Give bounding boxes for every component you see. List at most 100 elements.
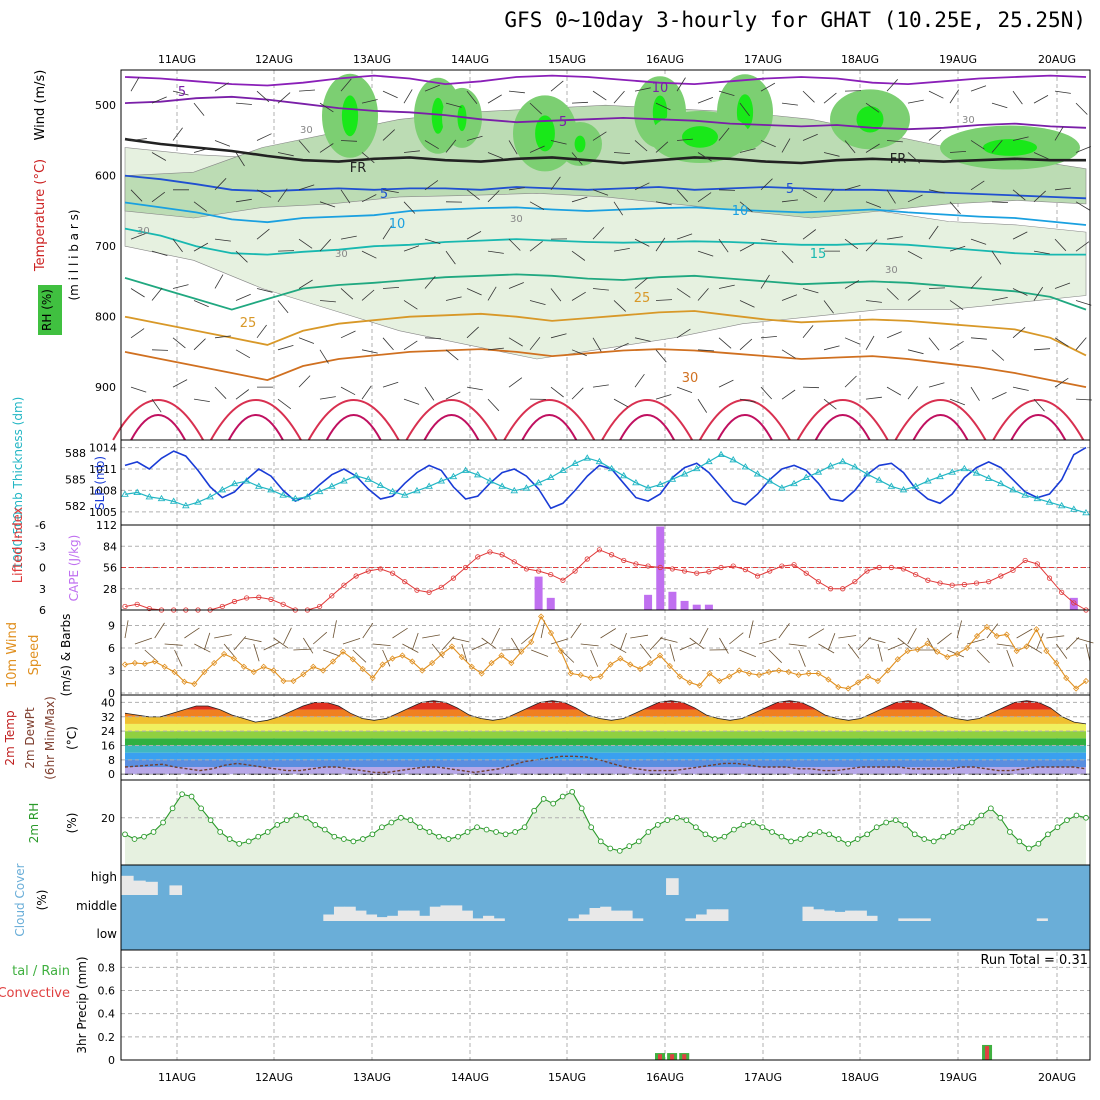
wind-barb: [1033, 250, 1050, 255]
thickness-point: [522, 484, 531, 491]
wind-barb: [403, 89, 413, 104]
li-point: [803, 570, 809, 576]
wind-barb: [949, 151, 967, 153]
thickness-point: [230, 479, 239, 487]
rh-point: [483, 826, 490, 833]
wind-barb: [1033, 95, 1049, 104]
li-point: [633, 561, 639, 567]
wind-speed-point: [746, 670, 753, 677]
wind-speed-point: [696, 682, 703, 689]
wind-barb: [403, 201, 416, 214]
wind-speed-point: [429, 659, 436, 667]
x-tick-bottom: 16AUG: [646, 1071, 684, 1084]
wind-barb: [613, 201, 624, 216]
wind-barb: [907, 386, 918, 400]
cape-bar: [656, 526, 665, 610]
cloud-bar-middle: [919, 918, 931, 921]
isotherm-line: [124, 174, 1087, 200]
rh-point: [455, 833, 461, 840]
wind-barb: [949, 300, 964, 311]
wind-barb: [1054, 187, 1071, 191]
surface-wind-barb: [808, 628, 825, 639]
wind-barb: [697, 288, 709, 301]
rh-point: [769, 829, 775, 835]
wind-barb: [424, 337, 442, 339]
thickness-point: [1045, 498, 1054, 505]
wind-barb: [865, 201, 882, 208]
thickness-point: [765, 477, 774, 484]
wind-barb: [697, 398, 708, 413]
rh-legend-swatch: [38, 285, 62, 335]
temp-tick: 16: [101, 739, 115, 752]
cloud-bar-middle: [355, 910, 367, 921]
surface-wind-barb: [630, 634, 649, 639]
wind-barb: [193, 102, 205, 116]
wind-barb: [823, 398, 837, 410]
thickness-point: [717, 450, 725, 458]
wind-barb: [235, 349, 251, 359]
diurnal-isotherm-arc: [601, 399, 693, 441]
li-point: [998, 573, 1004, 579]
wind-barb: [928, 189, 945, 194]
rh-point: [493, 829, 499, 835]
wind-barb: [361, 99, 378, 104]
rh-saturated-core: [431, 97, 445, 134]
diurnal-isotherm-arc: [521, 414, 578, 441]
thickness-point: [121, 490, 129, 497]
wind-speed-point: [349, 656, 356, 663]
wind-speed-point: [567, 670, 574, 677]
rh-point: [445, 836, 452, 842]
li-point: [791, 562, 797, 568]
surface-wind-barb: [521, 632, 536, 645]
wind-speed-point: [488, 659, 495, 667]
wind-speed-point: [161, 663, 168, 670]
thickness-point: [875, 476, 883, 483]
wind-barb: [781, 250, 794, 263]
thickness-point: [741, 463, 750, 470]
rh-point: [911, 831, 918, 838]
rh-saturated-core: [574, 135, 586, 153]
cloud-bar-high: [145, 881, 158, 895]
cloud-bar-middle: [365, 914, 378, 921]
cape-bar: [692, 604, 701, 610]
wind-barb: [886, 288, 899, 300]
wind-barb: [466, 386, 483, 391]
surface-wind-barb: [402, 643, 419, 653]
thickness-point: [826, 462, 835, 469]
temp-band: [125, 752, 1086, 760]
rh-point: [731, 826, 737, 833]
wind-barb: [1012, 136, 1029, 141]
wind-barb: [760, 386, 772, 400]
wind-barb: [718, 337, 732, 349]
legend-total-rain: tal / Rain: [12, 964, 70, 979]
wind-barb: [130, 189, 143, 202]
li-point: [584, 556, 590, 562]
wind-barb: [718, 90, 735, 96]
wind-barb: [760, 238, 777, 242]
x-tick-top: 12AUG: [255, 53, 293, 66]
li-point: [1059, 589, 1065, 595]
wind-barb: [340, 140, 358, 142]
cloud-bar-middle: [323, 914, 335, 921]
thickness-point: [1009, 486, 1017, 493]
li-point: [840, 586, 846, 592]
surface-wind-barb: [134, 637, 153, 645]
wind-barb: [256, 189, 272, 198]
wind-barb: [319, 396, 336, 400]
wind-barb: [1054, 90, 1071, 94]
thickness-tick: 582: [65, 500, 86, 513]
isotherm-line: [124, 273, 1087, 311]
wind-barb: [970, 337, 987, 340]
wind-barb: [361, 194, 377, 203]
wind-speed-point: [468, 663, 475, 670]
thickness-point: [972, 469, 981, 476]
wind-speed-point: [379, 661, 386, 668]
surface-wind-barb: [996, 643, 1015, 647]
wind-barb: [802, 229, 817, 240]
wind-barb: [928, 382, 945, 388]
chart-title: GFS 0~10day 3-hourly for GHAT (10.25E, 2…: [504, 8, 1086, 32]
temp-tick: 8: [108, 754, 115, 767]
li-point: [244, 595, 250, 601]
surface-wind-barb: [203, 632, 211, 651]
li-point: [122, 603, 128, 610]
